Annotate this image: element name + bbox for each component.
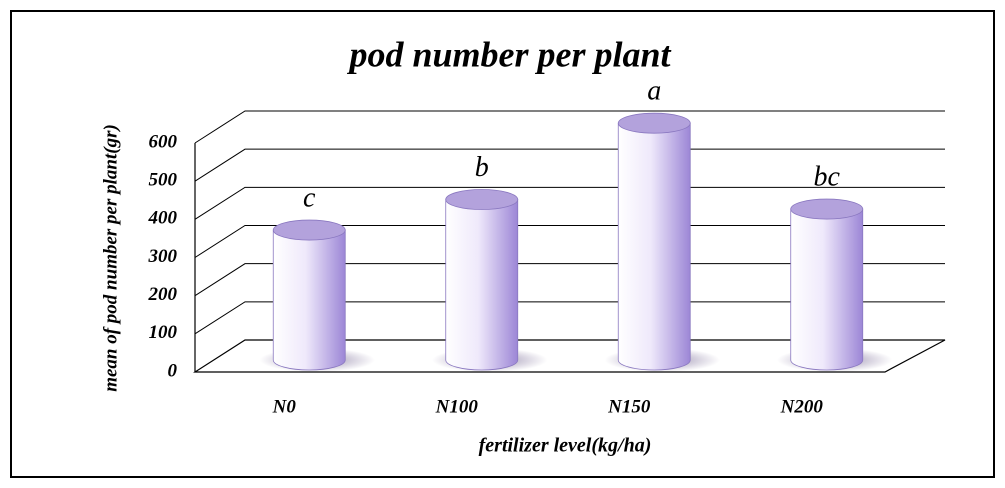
annotation: c (303, 182, 316, 213)
bar (790, 198, 864, 371)
floor (192, 339, 946, 373)
annotation: a (647, 76, 661, 107)
y-tick-label: 300 (148, 246, 178, 267)
x-tick-label: N100 (435, 396, 479, 417)
grid-line (194, 148, 945, 182)
grid-line (194, 263, 945, 297)
bar (272, 219, 346, 371)
grid-line (194, 301, 945, 335)
y-axis-label: mean of pod number per plant(gr) (100, 124, 121, 392)
annotation: bc (814, 161, 841, 192)
x-tick-label: N200 (780, 396, 824, 417)
bar (445, 189, 519, 371)
x-tick-label: N150 (607, 396, 651, 417)
grid-line (194, 110, 945, 144)
grid-line (194, 186, 945, 220)
annotation: b (475, 152, 489, 183)
bar (617, 112, 691, 371)
y-tick-label: 400 (148, 208, 178, 229)
y-tick-label: 600 (149, 131, 178, 152)
y-tick-label: 100 (149, 322, 178, 343)
y-tick-label: 200 (148, 284, 178, 305)
y-tick-label: 0 (168, 360, 178, 381)
x-tick-label: N0 (272, 396, 297, 417)
grid-line (194, 225, 945, 258)
x-axis-label: fertilizer level(kg/ha) (479, 435, 652, 457)
chart-title: pod number per plant (346, 34, 671, 74)
y-tick-label: 500 (149, 170, 178, 191)
